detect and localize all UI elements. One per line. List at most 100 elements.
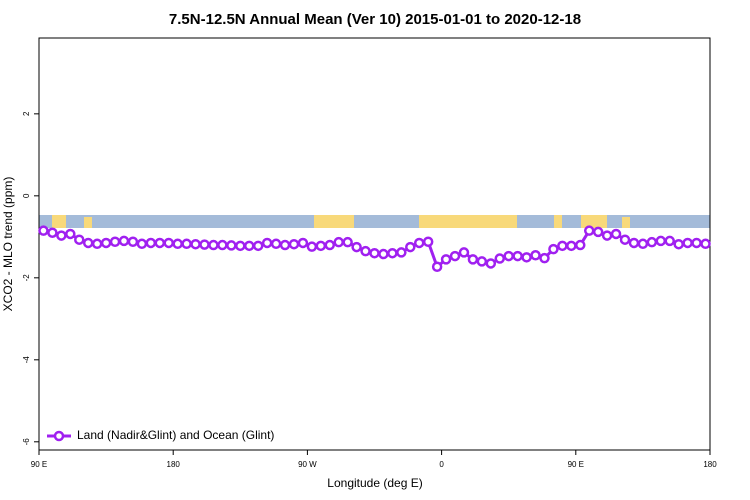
point [82, 237, 94, 249]
point [172, 238, 183, 250]
point [387, 247, 398, 259]
point [163, 237, 174, 249]
point [351, 241, 362, 253]
point [530, 250, 541, 261]
point [431, 261, 443, 273]
point [476, 256, 488, 267]
point [592, 226, 604, 238]
point [628, 237, 640, 249]
point [673, 238, 684, 250]
point [655, 235, 667, 247]
point [440, 254, 452, 265]
x-tick-label: 90 E [31, 460, 47, 469]
point [557, 240, 568, 252]
point [56, 230, 67, 241]
point [65, 228, 76, 240]
chart-title: 7.5N-12.5N Annual Mean (Ver 10) 2015-01-… [169, 11, 581, 28]
point [145, 237, 157, 249]
point [467, 254, 479, 265]
point [252, 240, 264, 252]
x-tick-label: 180 [167, 460, 181, 469]
point [485, 258, 497, 269]
point [449, 250, 461, 262]
point [261, 237, 273, 249]
point [378, 248, 389, 260]
land [52, 215, 66, 228]
x-tick-label: 90 W [298, 460, 317, 469]
point [100, 237, 112, 249]
point [190, 238, 201, 250]
x-tick-label: 180 [703, 460, 717, 469]
point [91, 238, 103, 250]
point [521, 252, 532, 263]
point [413, 237, 425, 249]
point [333, 236, 344, 248]
point [619, 234, 631, 245]
point [154, 237, 166, 249]
point [208, 239, 219, 251]
point [243, 240, 255, 252]
point [199, 239, 210, 250]
point [566, 240, 577, 252]
point [700, 238, 711, 250]
y-tick-label: -6 [22, 438, 31, 446]
y-tick-label: 0 [22, 193, 31, 198]
point [235, 240, 246, 252]
point [38, 225, 49, 236]
point [324, 239, 336, 251]
point [503, 250, 514, 262]
point [583, 225, 595, 236]
land [554, 215, 562, 228]
point [539, 252, 550, 264]
point [109, 236, 121, 247]
point [601, 230, 613, 241]
point [682, 237, 693, 249]
land [84, 217, 92, 228]
point [422, 236, 434, 247]
point [646, 236, 658, 248]
legend-label: Land (Nadir&Glint) and Ocean (Glint) [77, 428, 274, 442]
x-axis-label: Longitude (deg E) [327, 476, 422, 490]
point [637, 238, 649, 250]
point [405, 241, 416, 253]
point [610, 228, 622, 240]
x-tick-label: 0 [439, 460, 444, 469]
point [664, 235, 675, 247]
point [494, 253, 506, 264]
point [118, 235, 130, 247]
y-tick-label: -2 [22, 274, 31, 282]
point [74, 234, 85, 245]
point [575, 239, 586, 251]
point [342, 236, 353, 248]
y-tick-label: -4 [22, 356, 31, 364]
point [47, 227, 58, 238]
point [181, 238, 192, 250]
point [691, 237, 702, 249]
x-tick-label: 90 E [568, 460, 584, 469]
point [136, 238, 148, 250]
land [581, 215, 607, 228]
point [306, 241, 318, 252]
point [512, 250, 523, 262]
ocean-band [39, 215, 710, 228]
point [297, 237, 309, 249]
point [369, 247, 380, 259]
legend-marker [53, 430, 65, 442]
point [458, 247, 470, 258]
y-axis-label: XCO2 - MLO trend (ppm) [1, 177, 15, 312]
point [360, 245, 371, 257]
point [127, 236, 139, 247]
y-tick-label: 2 [22, 111, 31, 116]
point [315, 240, 327, 252]
point [270, 238, 282, 250]
land-mask [39, 215, 710, 228]
point [279, 239, 291, 251]
land [622, 217, 630, 228]
land [314, 215, 354, 228]
point [288, 238, 300, 250]
point [396, 247, 407, 258]
land [419, 215, 517, 228]
point [217, 239, 228, 251]
point [226, 240, 237, 251]
